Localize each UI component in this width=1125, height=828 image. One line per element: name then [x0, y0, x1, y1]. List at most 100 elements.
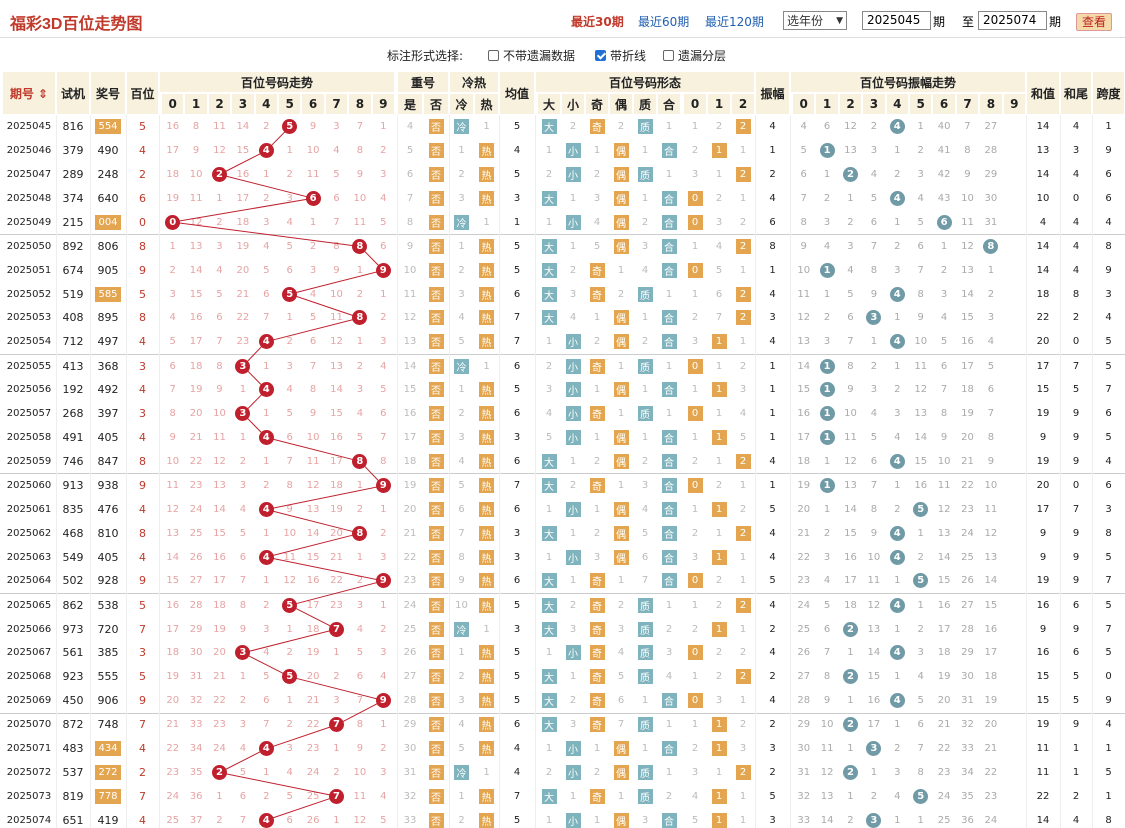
range-link-30[interactable]: 最近30期	[571, 15, 624, 29]
form-cell: 小	[561, 545, 585, 569]
trend-cell: 21	[189, 431, 203, 443]
zf-cell: 42	[937, 168, 951, 180]
header-mod: 1	[707, 93, 731, 115]
hit-ball-icon: 7	[328, 621, 344, 637]
zf-cell: 29	[961, 647, 974, 659]
range-link-60[interactable]: 最近60期	[638, 15, 690, 29]
row-hezhi: 9	[1039, 551, 1047, 563]
mod-cell: 1	[715, 360, 723, 372]
trend-cell: 5	[380, 384, 387, 396]
trend-cell: 26	[306, 814, 320, 826]
header-trend: 百位号码走势	[159, 71, 395, 93]
header-zf-digit: 8	[979, 93, 1003, 115]
form-cell: 奇	[585, 617, 609, 641]
zf-ball-icon: 2	[842, 669, 858, 685]
zf-cell: 3	[862, 306, 885, 330]
zf-cell: 8	[870, 264, 878, 276]
tag-form: 小	[565, 741, 581, 757]
row-shiji: 923	[62, 670, 84, 684]
query-button[interactable]: 查看	[1076, 13, 1112, 31]
checkbox-checked-icon[interactable]	[595, 50, 606, 61]
tag-mod: 1	[711, 382, 727, 398]
mod-cell: 1	[739, 551, 747, 563]
form-cell: 2	[593, 527, 601, 539]
header-zfzs: 百位号码振幅走势	[790, 71, 1026, 93]
zf-cell: 5	[917, 216, 924, 228]
chong-fou: 否	[423, 378, 449, 402]
mod-cell: 3	[739, 743, 747, 755]
row-jianghao: 905	[97, 263, 119, 277]
trend-cell: 2	[309, 240, 317, 252]
row-qihao: 2025050	[6, 240, 52, 252]
checkbox-icon[interactable]	[663, 50, 674, 61]
year-select[interactable]: 选年份 ▼	[783, 11, 847, 30]
zf-cell: 19	[961, 408, 974, 420]
trend-cell: 1	[263, 766, 270, 778]
row-baiwei: 3	[139, 407, 146, 421]
trend-cell: 26	[189, 551, 203, 563]
mod-cell: 1	[739, 790, 747, 802]
row-hewei: 5	[1072, 671, 1080, 683]
period-to-input[interactable]: 2025074	[978, 11, 1047, 30]
option-line[interactable]: 带折线	[595, 47, 646, 64]
option-no-miss[interactable]: 不带遗漏数据	[488, 47, 575, 64]
group-divider	[0, 353, 1125, 355]
row-hezhi: 15	[1036, 671, 1050, 683]
tag-fou: 否	[428, 310, 444, 326]
header-digit: 7	[324, 93, 349, 115]
trend-cell: 9	[372, 474, 395, 498]
row-hewei: 6	[1072, 599, 1080, 611]
checkbox-icon[interactable]	[488, 50, 499, 61]
trend-cell: 6	[286, 264, 293, 276]
tag-mod: 2	[735, 166, 751, 182]
header-qihao[interactable]: 期号 ⇕	[2, 71, 56, 115]
year-select-value: 选年份	[787, 14, 824, 28]
form-cell: 奇	[585, 402, 609, 426]
row-jianghao: 895	[97, 311, 119, 325]
row-zhenfu: 3	[769, 312, 776, 324]
option-layer[interactable]: 遗漏分层	[663, 47, 726, 64]
form-cell: 4	[593, 216, 601, 228]
form-cell: 1	[545, 336, 553, 348]
tag-fou: 否	[428, 812, 444, 828]
row-qihao: 2025066	[6, 623, 52, 635]
row-hewei: 9	[1072, 455, 1080, 467]
row-hewei: 2	[1072, 312, 1080, 324]
tag-lengre: 热	[479, 573, 494, 589]
form-cell: 6	[641, 551, 649, 563]
zf-cell: 24	[961, 527, 974, 539]
form-cell: 1	[545, 743, 553, 755]
zf-ball-icon: 4	[889, 692, 905, 708]
hit-ball-icon: 8	[352, 453, 368, 469]
trend-cell: 11	[283, 551, 297, 563]
chong-shi: 26	[403, 647, 417, 659]
trend-cell: 9	[333, 264, 340, 276]
tag-mod: 0	[687, 692, 703, 708]
row-shiji: 549	[62, 550, 84, 564]
trend-cell: 4	[380, 360, 387, 372]
trend-cell: 8	[356, 719, 364, 731]
column-divider	[535, 115, 536, 828]
zf-cell: 34	[961, 766, 974, 778]
row-qihao: 2025063	[6, 551, 52, 563]
column-divider	[499, 115, 500, 828]
row-kuadu: 8	[1105, 527, 1112, 539]
trend-cell: 7	[169, 384, 176, 396]
trend-cell: 18	[189, 360, 203, 372]
range-link-120[interactable]: 最近120期	[705, 15, 764, 29]
form-cell: 质	[633, 665, 657, 689]
zf-cell: 1	[815, 402, 838, 426]
trend-cell: 18	[330, 480, 343, 492]
row-jianghao: 248	[97, 167, 119, 181]
tag-form: 偶	[613, 382, 629, 398]
form-cell: 奇	[585, 689, 609, 713]
row-baiwei: 8	[139, 239, 146, 253]
column-divider	[755, 115, 756, 828]
zf-cell	[1003, 186, 1026, 210]
period-from-input[interactable]: 2025045	[862, 11, 931, 30]
row-zhenfu: 3	[769, 743, 776, 755]
row-qihao: 2025061	[6, 503, 52, 515]
form-cell: 偶	[609, 186, 633, 210]
mod-cell: 2	[731, 235, 755, 259]
header-hezhi: 和值	[1026, 71, 1060, 115]
